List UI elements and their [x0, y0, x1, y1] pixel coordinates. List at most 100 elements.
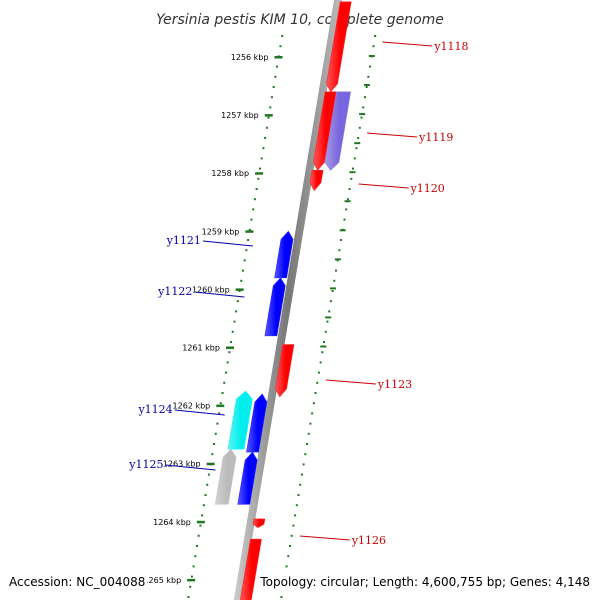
gene-label-y1126[interactable]: y1126 — [351, 534, 386, 547]
guide-dot — [299, 483, 302, 486]
guide-dash — [344, 200, 351, 203]
gene-label-y1119[interactable]: y1119 — [418, 131, 453, 144]
guide-dot — [252, 208, 255, 211]
guide-dot — [245, 249, 248, 252]
guide-dot — [306, 443, 309, 445]
gene-label-y1120[interactable]: y1120 — [410, 182, 445, 195]
guide-dot — [319, 361, 322, 364]
gene-y1126[interactable] — [252, 518, 266, 528]
gene-y1124[interactable] — [227, 390, 253, 450]
guide-dot — [311, 412, 314, 415]
guide-dot — [228, 351, 231, 354]
guide-dot — [235, 310, 238, 313]
guide-dot — [333, 279, 336, 282]
gene-label-y1121[interactable]: y1121 — [166, 234, 201, 247]
guide-dot — [207, 473, 210, 476]
guide-dot — [321, 351, 324, 354]
gene-y1125[interactable] — [214, 448, 237, 505]
guide-dot — [194, 555, 197, 558]
gene-y1120[interactable] — [309, 169, 324, 192]
guide-dot — [241, 269, 244, 272]
guide-dot — [270, 96, 273, 99]
guide-dot — [276, 65, 279, 68]
ruler-tick — [216, 404, 225, 408]
gene-label-y1124[interactable]: y1124 — [137, 403, 172, 416]
guide-dot — [328, 310, 331, 313]
ruler-tick — [264, 114, 273, 117]
gene-label-y1122[interactable]: y1122 — [157, 285, 192, 298]
leader-line — [194, 291, 245, 298]
ruler-label: 1258 kbp — [211, 169, 249, 178]
guide-dot — [247, 239, 250, 241]
guide-dot — [346, 198, 349, 201]
guide-dot — [274, 75, 277, 78]
guide-dot — [304, 453, 307, 456]
guide-dot — [265, 126, 268, 129]
guide-dot — [312, 402, 315, 405]
ruler-label: 1264 kbp — [153, 518, 191, 527]
guide-dot — [314, 392, 317, 394]
guide-dot — [279, 45, 282, 48]
guide-dot — [348, 188, 351, 190]
guide-dot — [259, 167, 262, 170]
guide-dot — [211, 453, 214, 456]
guide-dot — [218, 412, 221, 415]
guide-dot — [374, 35, 377, 37]
ruler-tick — [235, 288, 244, 291]
guide-dot — [204, 494, 207, 496]
guide-dot — [365, 86, 368, 88]
guide-dot — [358, 126, 361, 129]
ruler-label: 1260 kbp — [192, 285, 230, 294]
tick-dots — [187, 35, 377, 598]
guide-dot — [219, 402, 222, 405]
guide-dot — [255, 188, 258, 190]
ruler-ticks: 1256 kbp 1257 kbp 1258 kbp 1259 kbp 1260 kbp… — [143, 53, 283, 585]
gene-label-y1118[interactable]: y1118 — [433, 40, 468, 53]
gene-features — [214, 1, 352, 600]
guide-dot — [206, 483, 209, 486]
guide-dot — [285, 565, 288, 568]
gene-label-y1123[interactable]: y1123 — [377, 378, 412, 391]
map-title: Yersinia pestis KIM 10, complete genome — [156, 12, 444, 28]
gene-y1127[interactable] — [239, 538, 262, 600]
ruler-tick — [225, 346, 234, 349]
gene-label-y1125[interactable]: y1125 — [128, 458, 163, 471]
guide-dot — [280, 596, 283, 598]
guide-dot — [317, 371, 320, 374]
ruler-label: 1256 kbp — [231, 53, 269, 62]
guide-dot — [199, 524, 202, 527]
guide-dot — [363, 96, 366, 99]
gene-y1119b[interactable] — [324, 91, 352, 171]
guide-dot — [362, 106, 365, 109]
guide-dot — [243, 259, 246, 262]
guide-dot — [300, 473, 303, 476]
guide-dot — [189, 585, 192, 588]
gene-y1118[interactable] — [326, 1, 352, 93]
ruler-label: 1265 kbp — [143, 576, 181, 585]
guide-dot — [264, 137, 267, 139]
guide-dot — [292, 524, 295, 527]
guide-dot — [195, 545, 198, 547]
gene-y1125b[interactable] — [237, 451, 258, 505]
ruler-label: 1259 kbp — [202, 227, 240, 236]
leader-line — [174, 409, 225, 416]
leader-line — [358, 183, 409, 189]
guide-dot — [329, 300, 332, 303]
guide-dot — [287, 555, 290, 558]
guide-dot — [281, 35, 284, 37]
guide-dot — [324, 330, 327, 333]
guide-dot — [345, 208, 348, 211]
guide-dot — [201, 514, 204, 517]
guide-dot — [302, 463, 305, 466]
guide-dash — [363, 84, 370, 87]
guide-dot — [272, 86, 275, 88]
guide-dot — [214, 432, 217, 435]
guide-dot — [309, 422, 312, 425]
ruler-label: 1263 kbp — [163, 460, 201, 469]
guide-dot — [350, 177, 353, 180]
gene-y1123[interactable] — [275, 344, 295, 398]
guide-dash — [368, 55, 375, 57]
gene-y1122[interactable] — [264, 277, 286, 337]
gene-y1119[interactable] — [313, 91, 337, 171]
